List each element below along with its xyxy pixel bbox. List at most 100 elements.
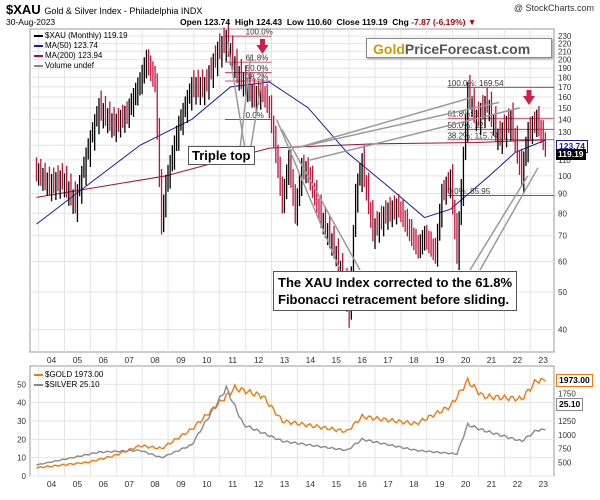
- symbol: $XAU: [6, 2, 41, 17]
- x-tick-label: 21: [487, 479, 497, 489]
- ma50-line: [36, 81, 546, 225]
- annotation-pointer-line: [479, 167, 539, 271]
- legend-ma50: MA(50) 123.74: [34, 41, 98, 50]
- annotation-lines: [226, 39, 539, 271]
- y-tick-label: 140: [558, 115, 572, 124]
- annotation-pointer-line: [299, 101, 500, 148]
- y-tick-label: 180: [558, 73, 572, 82]
- down-arrow-icon: [526, 90, 532, 97]
- change-value: -7.87 (-6.19%): [411, 17, 466, 27]
- x-tick-label: 16: [357, 479, 367, 489]
- y-tick-label: 50: [558, 288, 567, 297]
- right-y-tick-label: 1000: [558, 431, 576, 440]
- fib-level-label: 61.8%: 1: [447, 110, 479, 119]
- fib-level-label: 0.0%: 85.95: [447, 187, 490, 196]
- stockcharts-credit: @ StockCharts.com: [513, 3, 594, 13]
- y-tick-label: 230: [558, 32, 572, 41]
- legend-xau: $XAU (Monthly) 119.19: [34, 31, 128, 40]
- x-tick-label: 21: [487, 355, 497, 365]
- annotation-pointer-line: [249, 68, 265, 153]
- x-tick-label: 17: [383, 479, 393, 489]
- down-triangle-icon: ▼: [467, 17, 477, 27]
- chart-date: 30-Aug-2023: [6, 17, 56, 27]
- y-tick-label: 150: [558, 104, 572, 113]
- y-tick-label: 70: [558, 232, 567, 241]
- x-tick-label: 13: [280, 479, 290, 489]
- fib-level-label: 100.0%: 169.54: [447, 79, 504, 88]
- goldpriceforecast-logo: GoldPriceForecast.com: [366, 38, 552, 58]
- x-tick-label: 07: [124, 479, 134, 489]
- right-y-tick-label: 1750: [558, 390, 576, 399]
- x-tick-label: 08: [150, 479, 160, 489]
- x-axis-ticks: 04 04 05 05 06 06 07 07 08 08 09 09 10 10 11 11 12 12 13 13…: [47, 355, 548, 489]
- x-tick-label: 15: [331, 355, 341, 365]
- y-tick-label: 60: [558, 258, 567, 267]
- left-y-tick-label: 30: [17, 417, 26, 426]
- chart-subtitle: Gold & Silver Index - Philadelphia INDX: [44, 6, 203, 16]
- fib-level-label: 100.0%: [246, 28, 273, 37]
- high-value: 124.43: [256, 17, 283, 27]
- right-y-tick-label: 500: [558, 458, 572, 467]
- x-tick-label: 22: [513, 479, 523, 489]
- y-tick-label: 130: [558, 128, 572, 137]
- x-tick-label: 16: [357, 355, 367, 365]
- close-value-tag: 119.19: [556, 149, 586, 160]
- x-tick-label: 10: [202, 479, 212, 489]
- x-tick-label: 04: [47, 355, 57, 365]
- legend-silver: $SILVER 25.10: [34, 380, 100, 389]
- x-tick-label: 14: [306, 355, 316, 365]
- y-axis-ticks: 4050607080901001101201301401501601701801…: [558, 32, 572, 334]
- x-tick-label: 11: [228, 479, 237, 489]
- ma200-series: [36, 139, 546, 198]
- x-tick-label: 23: [538, 355, 548, 365]
- annotation-pointer-line: [309, 107, 521, 161]
- x-tick-label: 09: [176, 479, 186, 489]
- x-tick-label: 12: [254, 355, 264, 365]
- fib-level-label: 50.0%: [246, 64, 269, 73]
- x-tick-label: 19: [435, 355, 445, 365]
- x-tick-label: 11: [228, 355, 237, 365]
- x-tick-label: 06: [99, 479, 109, 489]
- x-tick-label: 20: [461, 355, 471, 365]
- x-tick-label: 23: [538, 479, 548, 489]
- fib-level-label: 38.2%: 115.74: [447, 131, 499, 140]
- gold-silver-panel: 010203040505007501000125015001750: [17, 376, 576, 481]
- price-bars: [35, 22, 547, 328]
- silver-value-tag: 25.10: [556, 398, 584, 411]
- annotation-pointer-line: [275, 119, 341, 271]
- ma200-line: [36, 139, 546, 198]
- x-tick-label: 08: [150, 355, 160, 365]
- annotation-pointer-line: [281, 128, 361, 271]
- x-tick-label: 15: [331, 479, 341, 489]
- x-tick-label: 09: [176, 355, 186, 365]
- x-tick-label: 10: [202, 355, 212, 365]
- triple-top-label: Triple top: [188, 146, 255, 165]
- y-tick-label: 160: [558, 93, 572, 102]
- y-tick-label: 80: [558, 209, 567, 218]
- legend-gold: $GOLD 1973.00: [34, 370, 103, 379]
- annotation-pointer-line: [469, 175, 529, 271]
- fib-level-label: 61.8%: [246, 54, 269, 63]
- y-tick-label: 100: [558, 172, 572, 181]
- x-tick-label: 06: [99, 355, 109, 365]
- x-tick-label: 07: [124, 355, 134, 365]
- fibonacci-note: The XAU Index corrected to the 61.8% Fib…: [273, 271, 518, 311]
- x-tick-label: 14: [306, 479, 316, 489]
- x-tick-label: 04: [47, 479, 57, 489]
- down-arrow-icon: [522, 96, 535, 105]
- y-tick-label: 220: [558, 40, 572, 49]
- annotation-pointer-line: [299, 96, 474, 148]
- down-arrow-icon: [256, 45, 269, 54]
- y-tick-label: 110: [558, 156, 571, 165]
- left-y-tick-label: 0: [22, 472, 27, 481]
- x-tick-label: 12: [254, 479, 264, 489]
- right-y-tick-label: 750: [558, 445, 572, 454]
- gold-series: [36, 376, 546, 470]
- chart-title: $XAU Gold & Silver Index - Philadelphia …: [6, 2, 202, 17]
- x-tick-label: 18: [409, 355, 419, 365]
- legend-ma200: MA(200) 123.94: [34, 51, 102, 60]
- x-tick-label: 18: [409, 479, 419, 489]
- fib-level-label: 38.2%: [246, 73, 269, 82]
- legend-volume: Volume undef: [34, 61, 94, 70]
